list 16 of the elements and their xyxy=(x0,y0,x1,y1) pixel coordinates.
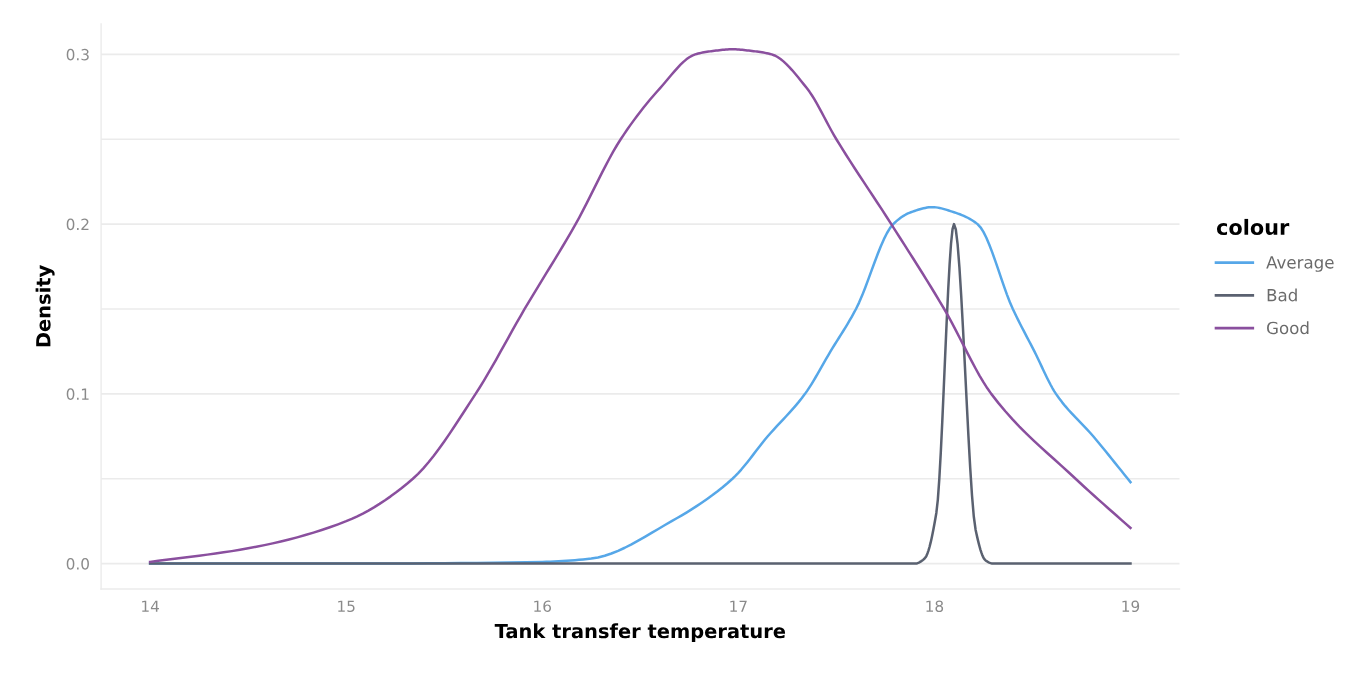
y-tick-label: 0.0 xyxy=(66,558,89,570)
legend-label: Good xyxy=(1267,321,1309,335)
x-tick-label: 16 xyxy=(534,600,552,612)
x-tick-label: 18 xyxy=(926,600,944,612)
y-tick-label: 0.1 xyxy=(66,388,89,400)
x-tick-label: 15 xyxy=(338,600,355,612)
y-tick-label: 0.2 xyxy=(66,218,89,231)
legend-title: colour xyxy=(1216,218,1290,236)
x-tick-label: 19 xyxy=(1122,600,1140,612)
legend-label: Bad xyxy=(1267,288,1297,302)
x-axis-title: Tank transfer temperature xyxy=(494,623,786,643)
x-tick-label: 14 xyxy=(142,600,159,612)
x-tick-label: 17 xyxy=(730,600,747,612)
y-axis-title: Density xyxy=(35,265,55,347)
legend-label: Average xyxy=(1266,256,1334,272)
y-tick-label: 0.3 xyxy=(66,48,89,61)
